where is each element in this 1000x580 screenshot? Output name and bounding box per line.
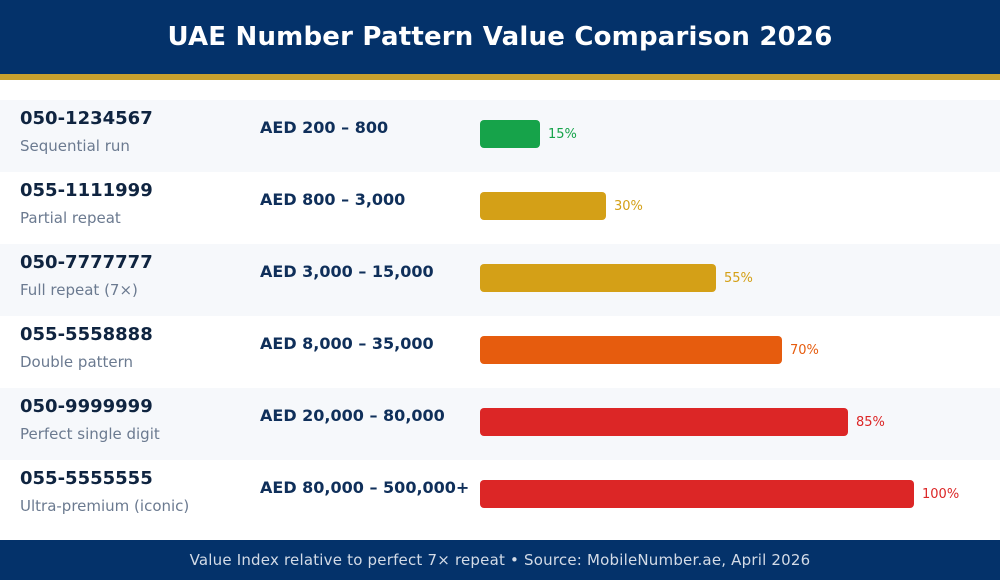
- value-label: 30%: [614, 199, 643, 214]
- chart-footer: Value Index relative to perfect 7× repea…: [0, 540, 1000, 580]
- chart-row: 055-5555555 Ultra-premium (iconic) AED 80,…: [0, 460, 1000, 532]
- value-bar: [480, 408, 848, 436]
- chart-rows: 050-1234567 Sequential run AED 200 – 800 15…: [0, 100, 1000, 532]
- price-range: AED 8,000 – 35,000: [260, 334, 434, 353]
- chart-row: 055-5558888 Double pattern AED 8,000 – 35,…: [0, 316, 1000, 388]
- price-range: AED 200 – 800: [260, 118, 389, 137]
- pattern-description: Partial repeat: [20, 209, 121, 227]
- chart-row: 050-9999999 Perfect single digit AED 20,00…: [0, 388, 1000, 460]
- value-label: 85%: [856, 415, 885, 430]
- price-range: AED 800 – 3,000: [260, 190, 406, 209]
- pattern-description: Double pattern: [20, 353, 134, 371]
- value-label: 55%: [724, 271, 753, 286]
- pattern-description: Perfect single digit: [20, 425, 160, 443]
- chart-row: 050-1234567 Sequential run AED 200 – 800 15…: [0, 100, 1000, 172]
- value-bar: [480, 264, 716, 292]
- value-label: 100%: [922, 487, 960, 502]
- phone-number-label: 055-5555555: [20, 468, 153, 489]
- value-bar: [480, 480, 914, 508]
- pattern-description: Full repeat (7×): [20, 281, 138, 299]
- price-range: AED 3,000 – 15,000: [260, 262, 434, 281]
- value-bar: [480, 120, 540, 148]
- price-range: AED 20,000 – 80,000: [260, 406, 445, 425]
- value-bar: [480, 336, 782, 364]
- phone-number-label: 050-1234567: [20, 108, 153, 129]
- phone-number-label: 055-1111999: [20, 180, 153, 201]
- phone-number-label: 050-7777777: [20, 252, 153, 273]
- chart-row: 055-1111999 Partial repeat AED 800 – 3,000…: [0, 172, 1000, 244]
- phone-number-label: 055-5558888: [20, 324, 153, 345]
- pattern-description: Ultra-premium (iconic): [20, 497, 190, 515]
- footer-note: Value Index relative to perfect 7× repea…: [189, 551, 811, 569]
- chart-row: 050-7777777 Full repeat (7×) AED 3,000 – 1…: [0, 244, 1000, 316]
- value-bar: [480, 192, 606, 220]
- phone-number-label: 050-9999999: [20, 396, 153, 417]
- gold-divider: [0, 74, 1000, 80]
- value-label: 15%: [548, 127, 577, 142]
- value-label: 70%: [790, 343, 819, 358]
- chart-header: UAE Number Pattern Value Comparison 2026: [0, 0, 1000, 74]
- chart-title: UAE Number Pattern Value Comparison 2026: [167, 22, 833, 52]
- pattern-description: Sequential run: [20, 137, 130, 155]
- price-range: AED 80,000 – 500,000+: [260, 478, 470, 497]
